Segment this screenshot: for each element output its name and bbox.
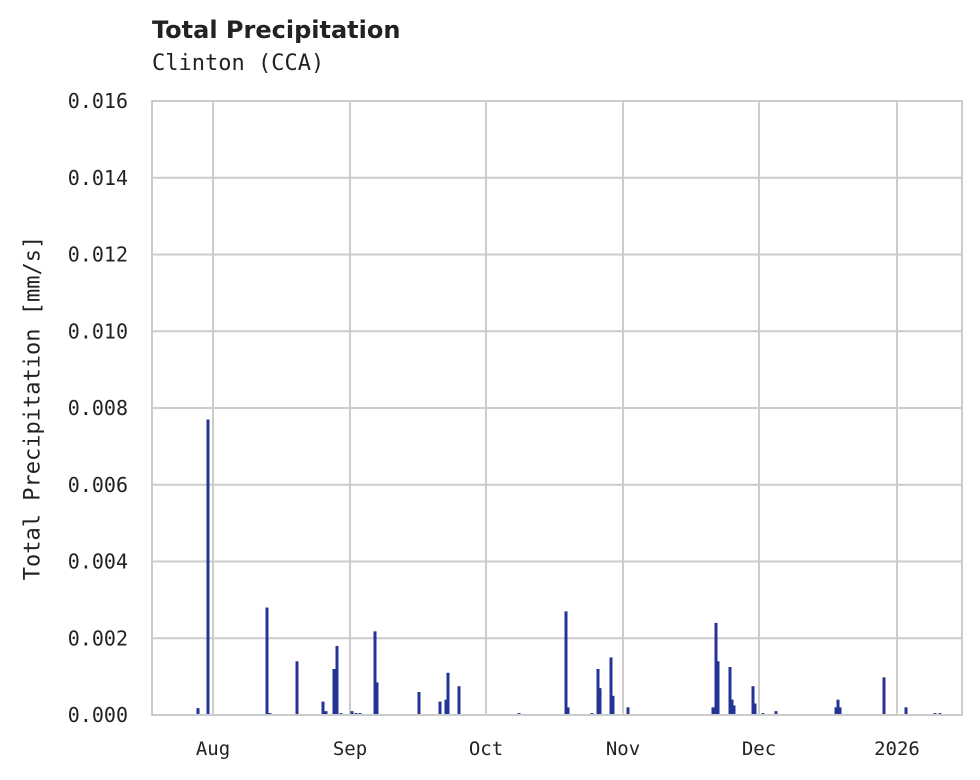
precip-bar	[838, 707, 842, 715]
y-tick-label: 0.006	[68, 473, 128, 497]
precip-bar	[457, 686, 461, 715]
precip-bar	[716, 661, 720, 715]
precip-bar	[904, 707, 908, 715]
precip-bar	[730, 699, 734, 715]
precip-bar	[265, 607, 269, 715]
x-tick-label: Nov	[606, 738, 640, 760]
precip-bar	[626, 707, 630, 715]
y-axis-ticks: 0.000 0.002 0.004 0.006 0.008 0.010 0.012 0.014…	[68, 89, 128, 727]
x-tick-label: Oct	[469, 738, 503, 760]
precip-bar	[350, 711, 354, 715]
x-tick-label: 2026	[874, 738, 920, 760]
y-tick-label: 0.008	[68, 396, 128, 420]
chart-subtitle: Clinton (CCA)	[152, 51, 325, 76]
bar-series	[196, 419, 942, 715]
precip-bar	[751, 686, 755, 715]
precip-bar	[438, 701, 442, 715]
precip-bar	[196, 708, 200, 715]
precip-bar	[332, 668, 336, 715]
y-tick-label: 0.010	[68, 319, 128, 343]
precip-bar	[446, 672, 450, 715]
precip-bar	[417, 691, 421, 715]
precip-bar	[611, 695, 615, 715]
precip-bar	[566, 707, 570, 715]
precip-bar	[882, 677, 886, 715]
grid-lines	[152, 100, 962, 716]
precip-bar	[836, 699, 840, 715]
y-tick-label: 0.004	[68, 550, 128, 574]
precip-bar	[714, 622, 718, 715]
precip-bar	[753, 703, 757, 715]
precip-bar	[728, 667, 732, 715]
precip-bar	[711, 707, 715, 715]
precip-bar	[732, 705, 736, 715]
plot-frame	[151, 100, 963, 716]
precip-bar	[295, 661, 299, 715]
precip-bar	[598, 688, 602, 715]
precip-bar	[206, 419, 210, 715]
precip-bar	[324, 711, 328, 715]
x-tick-label: Dec	[742, 738, 776, 760]
precip-bar	[444, 699, 448, 715]
x-axis-ticks: Aug Sep Oct Nov Dec 2026	[196, 738, 920, 760]
precip-bar	[373, 631, 377, 715]
y-tick-label: 0.002	[68, 626, 128, 650]
x-tick-label: Aug	[196, 738, 230, 760]
precip-bar	[335, 645, 339, 715]
precip-bar	[774, 711, 778, 715]
precip-bar	[609, 657, 613, 715]
precip-bar	[375, 682, 379, 715]
y-tick-label: 0.016	[68, 89, 128, 113]
y-tick-label: 0.014	[68, 166, 128, 190]
y-tick-label: 0.012	[68, 243, 128, 267]
x-tick-label: Sep	[333, 738, 367, 760]
chart-title: Total Precipitation	[152, 16, 401, 44]
precip-bar	[596, 668, 600, 715]
precip-bar	[321, 701, 325, 715]
precip-bar	[834, 707, 838, 715]
y-tick-label: 0.000	[68, 703, 128, 727]
precip-bar	[564, 611, 568, 715]
